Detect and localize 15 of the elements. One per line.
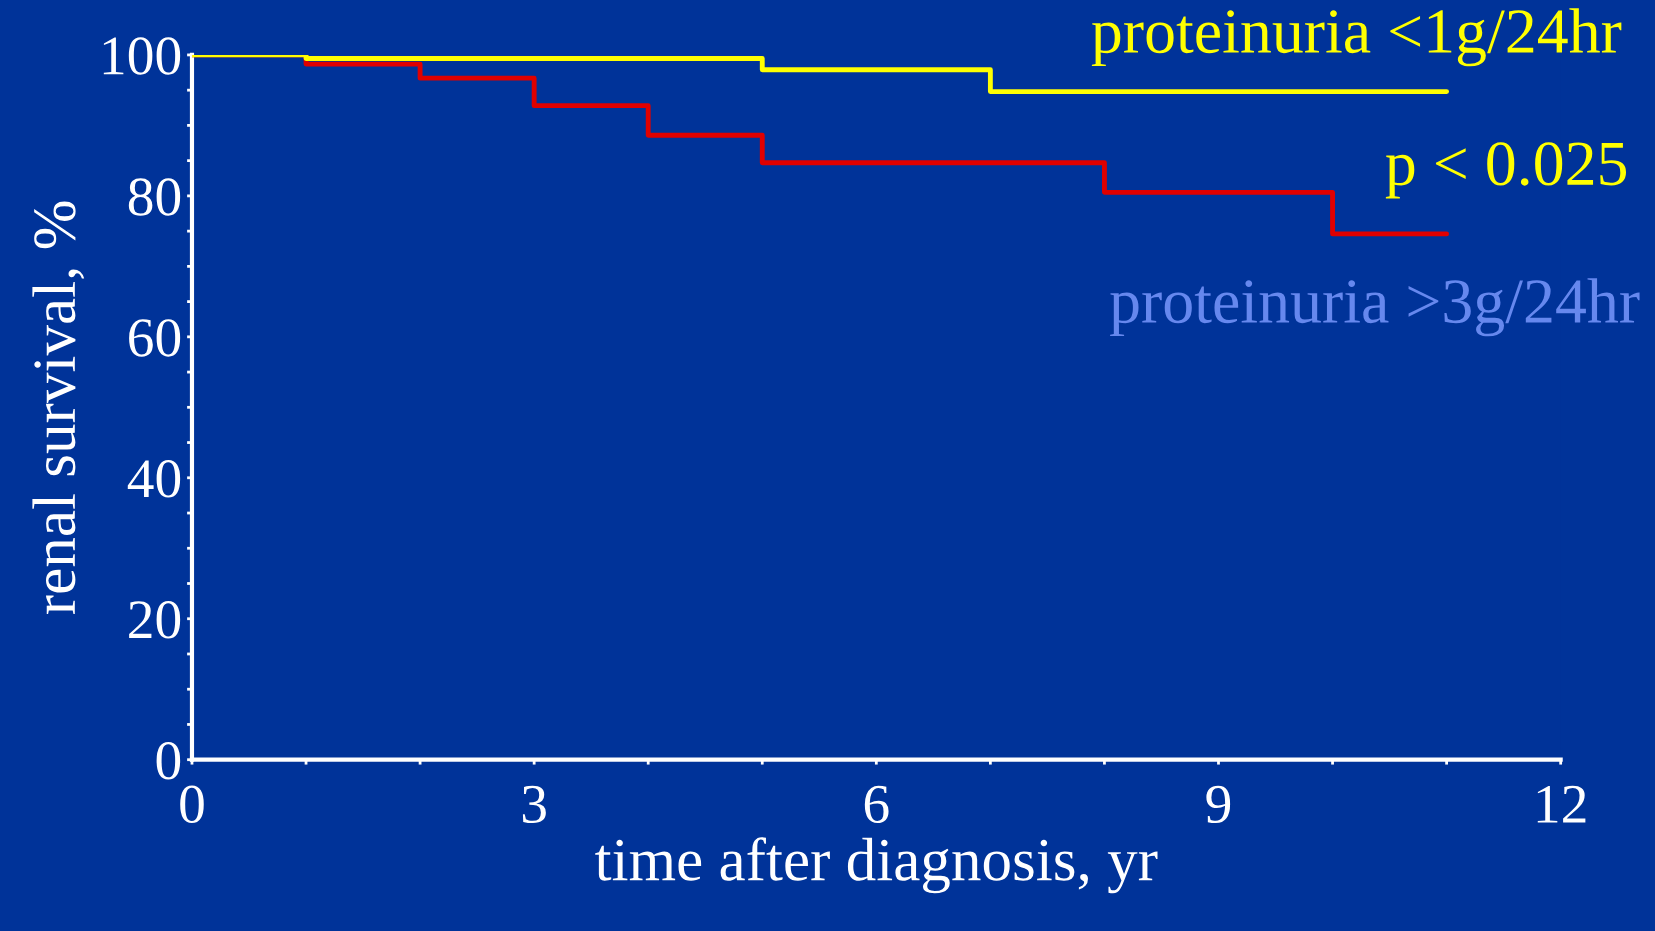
x-tick-label: 12 xyxy=(1537,785,1586,823)
annotation: proteinuria <1g/24hr xyxy=(1091,8,1622,67)
annotation: p < 0.025 xyxy=(1385,142,1627,199)
y-tick-label: 40 xyxy=(127,460,181,498)
y-axis-title: renal survival, % xyxy=(32,201,85,614)
y-tick-label: 60 xyxy=(129,319,181,357)
y-tick-label: 20 xyxy=(129,601,181,639)
x-axis-title: time after diagnosis, yr xyxy=(595,837,1158,894)
y-tick-label: 80 xyxy=(128,178,181,216)
y-tick-label: 100 xyxy=(103,37,181,75)
x-tick-label: 3 xyxy=(522,785,546,824)
x-tick-label: 6 xyxy=(864,785,889,824)
annotation: proteinuria >3g/24hr xyxy=(1110,278,1640,337)
y-tick-label: 0 xyxy=(156,742,181,780)
x-tick-label: 9 xyxy=(1206,785,1231,824)
